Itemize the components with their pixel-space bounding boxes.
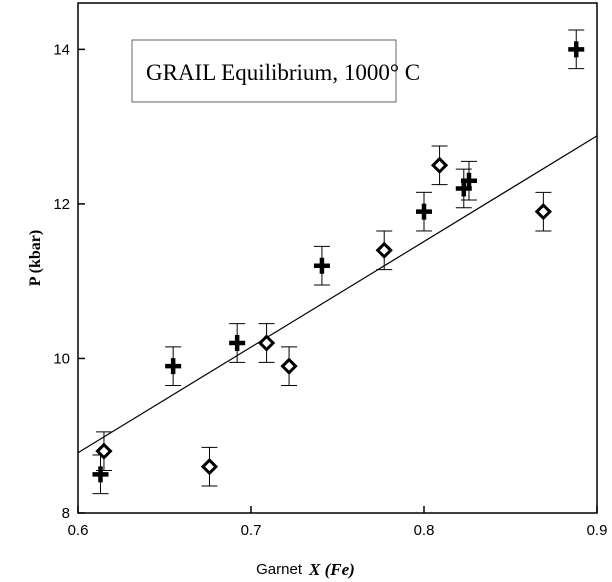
chart-title: GRAIL Equilibrium, 1000° C <box>146 60 420 85</box>
y-tick-label: 8 <box>62 505 70 522</box>
x-axis-ticks: 0.6 0.7 0.8 0.9 <box>68 506 608 539</box>
plot-frame <box>77 2 598 514</box>
plus-point <box>460 172 477 189</box>
diamond-point <box>280 357 298 375</box>
plus-point <box>229 335 246 351</box>
x-tick-label: 0.9 <box>587 522 608 539</box>
y-axis-ticks: 8 10 12 14 <box>53 41 85 522</box>
y-axis-label: P (kbar) <box>27 230 44 286</box>
diamond-point <box>534 203 552 221</box>
title-box <box>131 39 397 103</box>
diamond-point <box>375 241 393 259</box>
plus-point <box>165 358 182 375</box>
diamond-point <box>430 156 449 174</box>
x-axis-label: X (Fe) <box>308 560 355 579</box>
y-tick-label: 10 <box>53 350 70 367</box>
y-tick-label: 14 <box>53 41 70 58</box>
x-axis-label-prefix: Garnet <box>256 561 303 578</box>
plus-point <box>416 203 432 220</box>
data-marks <box>77 29 598 495</box>
x-tick-label: 0.8 <box>414 522 435 539</box>
diamond-point <box>257 334 276 352</box>
plus-point <box>313 257 330 274</box>
fit-line <box>77 135 598 454</box>
plus-point <box>92 466 109 483</box>
diamond-point <box>95 442 113 460</box>
plus-point <box>568 41 585 58</box>
y-tick-label: 12 <box>53 196 70 213</box>
x-tick-label: 0.6 <box>68 522 89 539</box>
diamond-point <box>200 458 219 476</box>
x-tick-label: 0.7 <box>241 522 262 539</box>
